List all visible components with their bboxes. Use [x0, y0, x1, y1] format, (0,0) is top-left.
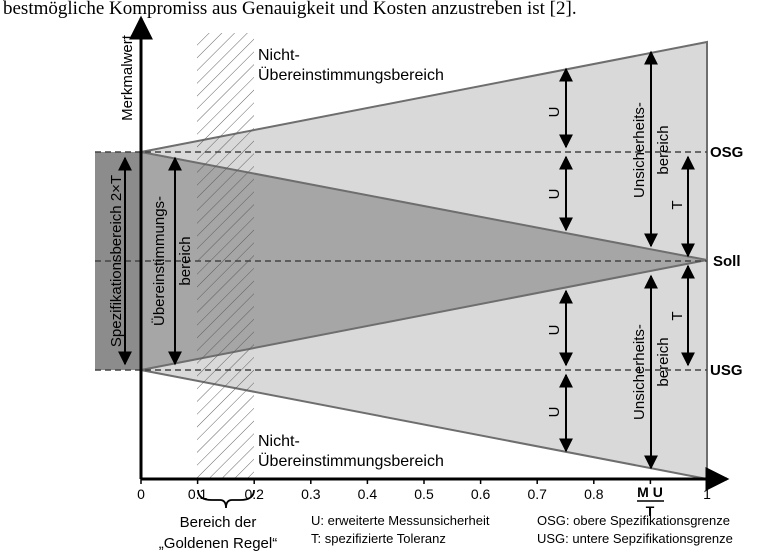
x-tick-label: 0.3: [301, 486, 321, 502]
x-tick-label: 1: [703, 486, 711, 502]
conformity-label-line1: Übereinstimmungs-: [150, 196, 168, 326]
u-label: U: [546, 107, 563, 118]
mu-over-t-numerator: M U: [637, 484, 663, 500]
t-label: T: [669, 311, 686, 320]
x-tick-label: 0.7: [527, 486, 547, 502]
golden-rule-label-line1: Bereich der: [180, 514, 257, 531]
specification-range-label: Spezifikationsbereich 2×T: [108, 175, 125, 347]
osg-label: OSG: [710, 144, 743, 161]
u-label: U: [546, 407, 563, 418]
legend-usg-definition: USG: untere Sepzifikationsgrenze: [537, 531, 733, 546]
usg-label: USG: [710, 362, 743, 379]
conformity-label-line2: bereich: [177, 236, 194, 285]
legend-osg-definition: OSG: obere Spezifikationsgrenze: [537, 513, 730, 528]
legend-u-definition: U: erweiterte Messunsicherheit: [311, 513, 490, 528]
golden-rule-band: [197, 33, 254, 479]
nonconformity-bottom-label-line1: Nicht-: [258, 433, 300, 450]
nonconformity-bottom-label-line2: Übereinstimmungsbereich: [258, 452, 444, 470]
golden-rule-brace: [197, 489, 255, 509]
x-tick-label: 0.5: [414, 486, 434, 502]
x-tick-marks: [140, 479, 708, 484]
golden-rule-label-line2: „Goldenen Regel“: [159, 535, 277, 552]
nonconformity-top-label-line2: Übereinstimmungsbereich: [258, 66, 444, 84]
y-axis-label: Merkmalwert: [119, 34, 136, 121]
t-label: T: [669, 200, 686, 209]
header-text: bestmögliche Kompromiss aus Genauigkeit …: [3, 0, 577, 19]
uncertainty-top-label-line2: bereich: [655, 125, 672, 174]
x-tick-label: 0: [137, 486, 145, 502]
uncertainty-bottom-label-line1: Unsicherheits-: [631, 324, 648, 420]
x-tick-label: 0.4: [358, 486, 378, 502]
soll-label: Soll: [713, 253, 741, 270]
uncertainty-bottom-label-line2: bereich: [655, 337, 672, 386]
mu-over-t-denominator: T: [646, 503, 655, 519]
x-tick-label: 0.6: [471, 486, 491, 502]
legend-t-definition: T: spezifizierte Toleranz: [311, 531, 446, 546]
x-tick-label: 0.8: [584, 486, 604, 502]
u-label: U: [546, 325, 563, 336]
u-label: U: [546, 189, 563, 200]
nonconformity-top-label-line1: Nicht-: [258, 47, 300, 64]
uncertainty-top-label-line1: Unsicherheits-: [631, 102, 648, 198]
